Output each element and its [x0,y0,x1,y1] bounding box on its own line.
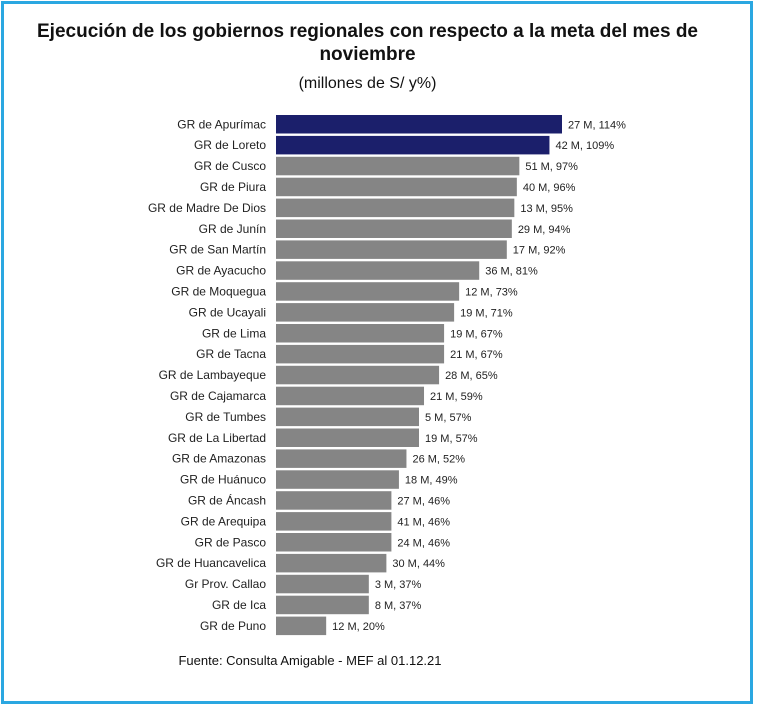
data-label: 51 M, 97% [525,161,578,173]
bar [276,219,512,238]
data-label: 40 M, 96% [523,182,576,194]
chart-subtitle: (millones de S/ y%) [298,75,437,92]
category-label: Gr Prov. Callao [185,577,266,591]
data-label: 42 M, 109% [555,140,614,152]
bar [276,595,369,615]
category-label: GR de Loreto [194,138,266,152]
data-label: 28 M, 65% [445,370,498,382]
bar [276,386,425,406]
bar [276,616,327,636]
data-label: 12 M, 73% [465,286,518,298]
bar [276,365,440,385]
data-label: 13 M, 95% [520,203,573,215]
category-label: GR de La Libertad [168,431,266,445]
data-label: 3 M, 37% [375,579,422,591]
bar [276,491,392,510]
category-label: GR de Junín [199,222,266,236]
bar [276,261,480,280]
category-label: GR de San Martín [169,243,266,257]
bar [276,156,520,176]
data-label: 19 M, 71% [460,307,513,319]
category-label: GR de Pasco [195,535,267,549]
bar [276,428,419,447]
data-label: 29 M, 94% [518,224,571,236]
bar [276,324,445,343]
category-label: GR de Ucayali [189,305,266,319]
category-label: GR de Moquegua [171,284,266,298]
category-label: GR de Madre De Dios [148,201,266,215]
data-label: 27 M, 46% [397,495,450,507]
category-label: GR de Lima [202,326,266,340]
bar [276,303,455,322]
data-label: 17 M, 92% [513,245,566,257]
bar [276,470,399,489]
category-label: GR de Áncash [188,492,266,507]
bar [276,198,515,218]
bar [276,553,387,573]
data-label: 12 M, 20% [332,621,385,633]
category-label: GR de Arequipa [181,514,267,528]
data-label: 19 M, 57% [425,433,478,445]
bar [276,115,562,134]
bar [276,512,392,531]
data-label: 27 M, 114% [568,119,626,131]
data-label: 26 M, 52% [412,454,465,466]
bar [276,574,369,594]
category-label: GR de Tacna [196,347,266,361]
category-label: GR de Ayacucho [176,264,266,278]
chart-title: Ejecución de los gobiernos regionales co… [37,21,698,65]
data-label: 19 M, 67% [450,328,503,340]
category-label: GR de Huancavelica [156,556,266,570]
data-label: 5 M, 57% [425,412,472,424]
category-label: GR de Cajamarca [170,389,266,403]
category-label: GR de Piura [200,180,266,194]
bar [276,344,445,364]
data-label: 24 M, 46% [397,537,450,549]
data-label: 18 M, 49% [405,475,458,487]
bar [276,533,392,552]
data-label: 36 M, 81% [485,266,538,278]
category-label: GR de Apurímac [177,117,266,131]
source-note: Fuente: Consulta Amigable - MEF al 01.12… [178,653,442,668]
bar [276,240,507,259]
category-label: GR de Amazonas [172,452,266,466]
bar [276,177,517,197]
category-label: GR de Puno [200,619,266,633]
category-label: GR de Tumbes [185,410,266,424]
data-label: 30 M, 44% [392,558,445,570]
bar [276,449,407,468]
data-label: 41 M, 46% [397,516,450,528]
bar [276,282,460,301]
category-label: GR de Lambayeque [159,368,267,382]
category-label: GR de Ica [212,598,266,612]
data-label: 8 M, 37% [375,600,422,612]
data-label: 21 M, 67% [450,349,503,361]
bar [276,407,419,427]
category-label: GR de Cusco [194,159,266,173]
category-label: GR de Huánuco [180,473,266,487]
bar [276,135,550,155]
data-label: 21 M, 59% [430,391,483,403]
